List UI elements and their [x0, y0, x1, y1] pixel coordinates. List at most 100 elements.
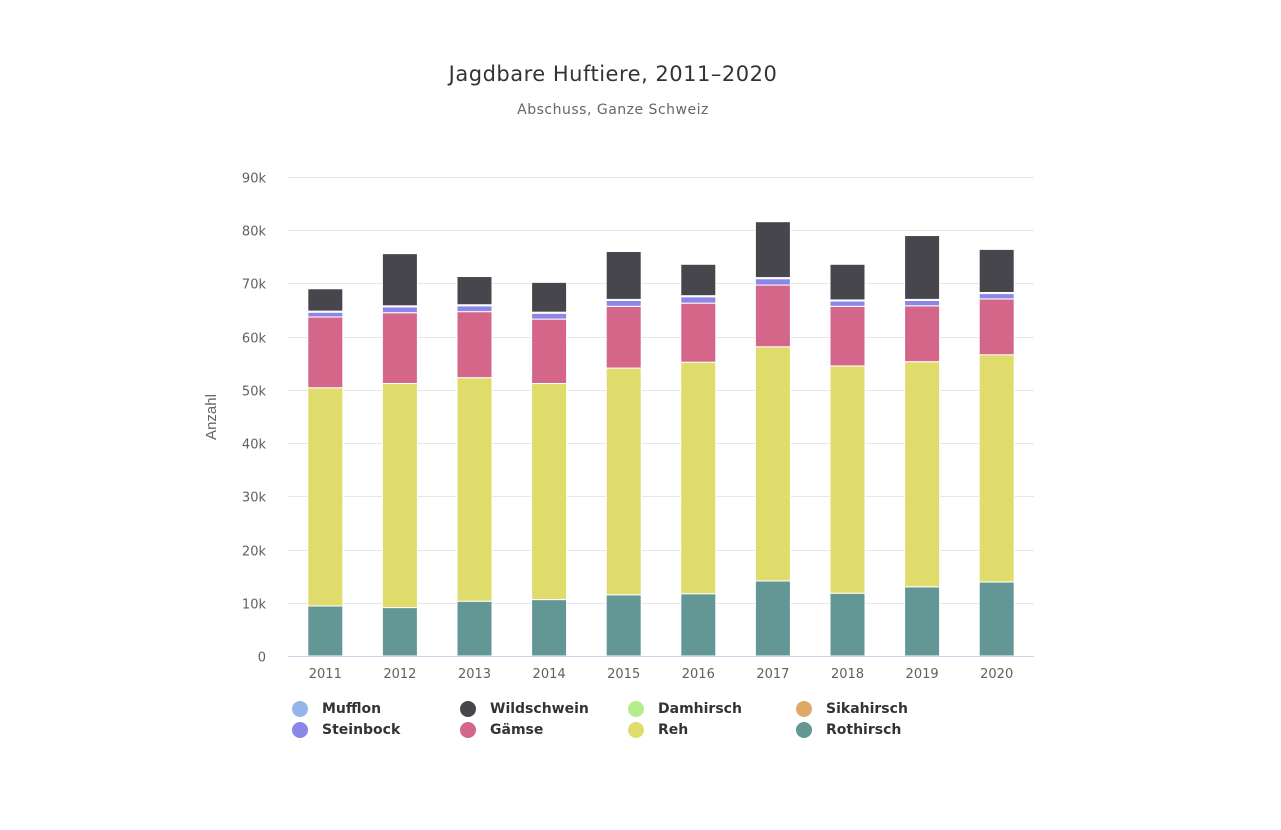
y-tick-label: 20k: [242, 545, 267, 560]
legend-label: Mufflon: [322, 701, 382, 717]
legend-item-rothirsch[interactable]: Rothirsch: [796, 721, 964, 739]
y-tick-label: 0: [258, 651, 266, 666]
legend-dot-icon: [628, 722, 644, 738]
bar-segment-reh[interactable]: [531, 383, 568, 601]
x-tick-label: 2019: [906, 667, 939, 682]
bar-segment-wildschwein[interactable]: [829, 263, 866, 301]
bar-segment-wildschwein[interactable]: [531, 281, 568, 313]
bar-segment-rothirsch[interactable]: [754, 580, 791, 657]
bar-segment-steinbock[interactable]: [531, 312, 568, 320]
bar-segment-reh[interactable]: [978, 354, 1015, 583]
legend-label: Reh: [658, 722, 689, 738]
chart-subtitle: Abschuss, Ganze Schweiz: [517, 102, 709, 118]
bar-segment-wildschwein[interactable]: [456, 276, 493, 306]
bar-segment-wildschwein[interactable]: [307, 288, 344, 312]
bar-segment-gaemse[interactable]: [754, 284, 791, 348]
legend-dot-icon: [796, 701, 812, 717]
bar-segment-steinbock[interactable]: [456, 305, 493, 313]
bar-segment-rothirsch[interactable]: [531, 599, 568, 657]
bar-segment-reh[interactable]: [381, 383, 418, 609]
plot-area: 0 10k 20k 30k 40k 50k 60k 70k 80k 90k Anzahl 2011…: [203, 172, 1034, 682]
bar-segment-rothirsch[interactable]: [456, 600, 493, 657]
bar-segment-gaemse[interactable]: [456, 311, 493, 379]
y-tick-label: 30k: [242, 491, 267, 506]
bar-segment-gaemse[interactable]: [531, 318, 568, 385]
bar-segment-gaemse[interactable]: [978, 298, 1015, 356]
x-tick-label: 2020: [980, 667, 1013, 682]
bar-segment-rothirsch[interactable]: [978, 581, 1015, 657]
bars: [307, 221, 1015, 657]
y-tick-label: 80k: [242, 225, 267, 240]
bar-segment-reh[interactable]: [307, 387, 344, 607]
legend-dot-icon: [460, 722, 476, 738]
bar-segment-reh[interactable]: [829, 365, 866, 594]
legend-label: Sikahirsch: [826, 701, 908, 717]
bar-segment-reh[interactable]: [456, 377, 493, 602]
bar-segment-reh[interactable]: [904, 361, 941, 588]
legend-dot-icon: [796, 722, 812, 738]
bar-segment-wildschwein[interactable]: [978, 248, 1015, 293]
bar-segment-steinbock[interactable]: [307, 311, 344, 318]
bar-segment-steinbock[interactable]: [680, 296, 717, 304]
bar-segment-gaemse[interactable]: [829, 305, 866, 367]
y-axis-title: Anzahl: [203, 394, 220, 440]
legend-item-sikahirsch[interactable]: Sikahirsch: [796, 700, 964, 718]
y-tick-label: 50k: [242, 385, 267, 400]
y-tick-label: 60k: [242, 332, 267, 347]
x-tick-label: 2015: [607, 667, 640, 682]
bar-segment-reh[interactable]: [754, 346, 791, 582]
bar-segment-steinbock[interactable]: [381, 306, 418, 314]
legend-dot-icon: [460, 701, 476, 717]
bar-segment-wildschwein[interactable]: [680, 263, 717, 297]
legend-item-steinbock[interactable]: Steinbock: [292, 721, 460, 739]
bar-segment-steinbock[interactable]: [829, 300, 866, 307]
legend-dot-icon: [292, 722, 308, 738]
legend-item-gaemse[interactable]: Gämse: [460, 721, 628, 739]
legend-label: Damhirsch: [658, 701, 742, 717]
bar-segment-steinbock[interactable]: [904, 299, 941, 307]
x-tick-label: 2018: [831, 667, 864, 682]
bar-segment-rothirsch[interactable]: [904, 586, 941, 657]
legend-dot-icon: [628, 701, 644, 717]
bar-segment-gaemse[interactable]: [605, 305, 642, 369]
legend-dot-icon: [292, 701, 308, 717]
bar-segment-gaemse[interactable]: [307, 316, 344, 389]
x-tick-label: 2016: [682, 667, 715, 682]
bar-segment-gaemse[interactable]: [904, 305, 941, 363]
bar-segment-wildschwein[interactable]: [904, 235, 941, 300]
bar-segment-reh[interactable]: [680, 361, 717, 595]
legend-label: Steinbock: [322, 722, 401, 738]
legend-label: Rothirsch: [826, 722, 902, 738]
y-tick-label: 10k: [242, 598, 267, 613]
bar-segment-rothirsch[interactable]: [829, 592, 866, 657]
legend-label: Gämse: [490, 722, 544, 738]
y-tick-label: 70k: [242, 278, 267, 293]
bar-segment-steinbock[interactable]: [978, 293, 1015, 300]
x-tick-label: 2011: [309, 667, 342, 682]
bar-segment-gaemse[interactable]: [680, 302, 717, 363]
legend-item-reh[interactable]: Reh: [628, 721, 796, 739]
bar-segment-rothirsch[interactable]: [381, 607, 418, 657]
bar-segment-wildschwein[interactable]: [381, 253, 418, 307]
y-axis-ticks: 0 10k 20k 30k 40k 50k 60k 70k 80k 90k: [242, 172, 267, 666]
bar-segment-gaemse[interactable]: [381, 312, 418, 385]
bar-segment-rothirsch[interactable]: [605, 594, 642, 657]
bar-segment-rothirsch[interactable]: [680, 593, 717, 657]
chart-title: Jagdbare Huftiere, 2011–2020: [448, 62, 778, 86]
legend-item-damhirsch[interactable]: Damhirsch: [628, 700, 796, 718]
x-tick-label: 2013: [458, 667, 491, 682]
x-tick-label: 2014: [533, 667, 566, 682]
x-tick-label: 2017: [756, 667, 789, 682]
legend-label: Wildschwein: [490, 701, 589, 717]
y-tick-label: 90k: [242, 172, 267, 187]
bar-segment-steinbock[interactable]: [754, 278, 791, 286]
legend: Mufflon Wildschwein Damhirsch Sikahirsch…: [292, 700, 992, 739]
bar-segment-wildschwein[interactable]: [605, 251, 642, 300]
legend-item-wildschwein[interactable]: Wildschwein: [460, 700, 628, 718]
bar-segment-rothirsch[interactable]: [307, 605, 344, 657]
x-axis-ticks: 2011 2012 2013 2014 2015 2016 2017 2018 2019 2020: [309, 667, 1013, 682]
legend-item-mufflon[interactable]: Mufflon: [292, 700, 460, 718]
bar-segment-wildschwein[interactable]: [754, 221, 791, 279]
bar-segment-steinbock[interactable]: [605, 299, 642, 307]
bar-segment-reh[interactable]: [605, 367, 642, 596]
